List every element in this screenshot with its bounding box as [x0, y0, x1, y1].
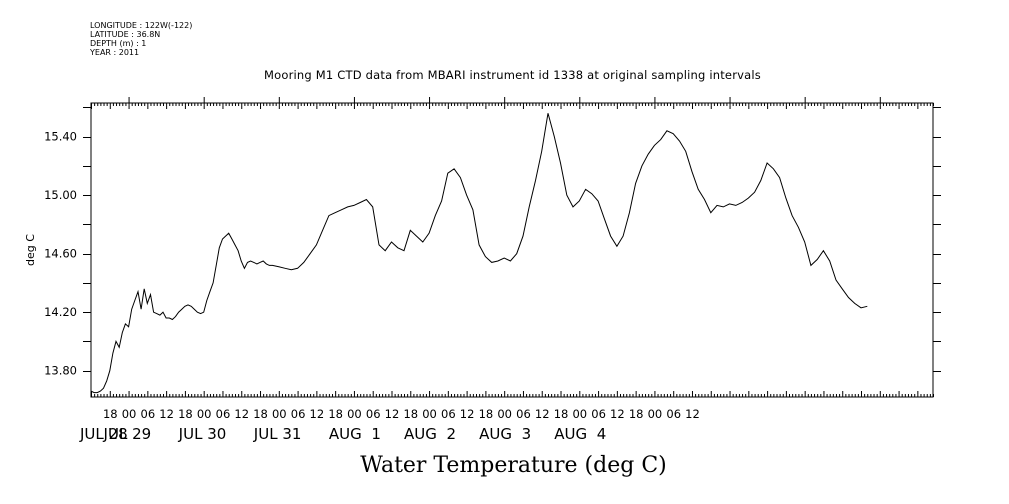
x-hour-tick-label: 18	[253, 407, 268, 421]
chart-caption-wrap: Water Temperature (deg C)	[0, 453, 1009, 478]
x-hour-tick-label: 06	[141, 407, 156, 421]
x-hour-tick-label: 06	[441, 407, 456, 421]
x-day-label: JUL 29	[103, 425, 152, 443]
x-hour-tick-label: 18	[178, 407, 193, 421]
x-axis: 18 00 06 12 18 00 06 12 18 00 06 12 18 00 06 12 18 00 06 12…	[79, 407, 700, 443]
x-hour-tick-label: 12	[385, 407, 400, 421]
y-axis-label: deg C	[24, 234, 37, 266]
x-hour-tick-label: 00	[572, 407, 587, 421]
longitude-text: LONGITUDE : 122W(-122)	[90, 21, 193, 30]
x-hour-tick-label: 06	[366, 407, 381, 421]
y-tick-label: 14.20	[44, 305, 77, 319]
latitude-text: LATITUDE : 36.8N	[90, 30, 161, 39]
x-hour-tick-label: 12	[310, 407, 325, 421]
x-hour-tick-label: 18	[629, 407, 644, 421]
series-line	[90, 113, 868, 394]
x-hour-tick-label: 18	[403, 407, 418, 421]
chart-title-wrap: Mooring M1 CTD data from MBARI instrumen…	[0, 68, 1009, 82]
x-hour-tick-label: 00	[272, 407, 287, 421]
x-hour-tick-label: 00	[122, 407, 137, 421]
x-hour-tick-label: 12	[610, 407, 625, 421]
x-hour-tick-label: 18	[328, 407, 343, 421]
year-text: YEAR : 2011	[90, 48, 140, 57]
x-day-label: JUL 28	[79, 425, 128, 443]
x-hour-tick-label: 12	[460, 407, 475, 421]
plot-frame	[90, 97, 934, 398]
station-metadata: LONGITUDE : 122W(-122) LATITUDE : 36.8N …	[90, 21, 192, 57]
x-hour-tick-label: 12	[685, 407, 700, 421]
x-day-label: AUG 2	[404, 425, 456, 443]
x-hour-tick-label: 00	[497, 407, 512, 421]
x-day-label: AUG 1	[329, 425, 381, 443]
x-hour-tick-label: 06	[591, 407, 606, 421]
x-hour-tick-label: 12	[234, 407, 249, 421]
x-day-label: JUL 30	[178, 425, 227, 443]
y-tick-label: 15.00	[44, 188, 77, 202]
y-axis: 13.80 14.20 14.60 15.00 15.40	[44, 107, 941, 378]
y-tick-label: 15.40	[44, 130, 77, 144]
x-hour-tick-label: 18	[103, 407, 118, 421]
x-hour-tick-label: 00	[648, 407, 663, 421]
x-hour-tick-label: 00	[197, 407, 212, 421]
x-hour-tick-label: 18	[479, 407, 494, 421]
x-day-label: JUL 31	[253, 425, 302, 443]
x-hour-tick-label: 18	[554, 407, 569, 421]
chart-title: Mooring M1 CTD data from MBARI instrumen…	[264, 68, 761, 82]
y-tick-label: 13.80	[44, 364, 77, 378]
plot-border	[90, 102, 934, 398]
x-hour-tick-label: 06	[666, 407, 681, 421]
y-tick-label: 14.60	[44, 247, 77, 261]
x-hour-tick-label: 06	[216, 407, 231, 421]
x-day-label: AUG 3	[479, 425, 531, 443]
x-hour-tick-label: 06	[516, 407, 531, 421]
x-hour-tick-label: 12	[159, 407, 174, 421]
x-hour-tick-label: 00	[422, 407, 437, 421]
x-hour-tick-label: 00	[347, 407, 362, 421]
x-axis-caption: Water Temperature (deg C)	[360, 453, 667, 478]
x-hour-tick-label: 12	[535, 407, 550, 421]
x-hour-tick-label: 06	[291, 407, 306, 421]
depth-text: DEPTH (m) : 1	[90, 39, 147, 48]
x-day-label: AUG 4	[554, 425, 606, 443]
